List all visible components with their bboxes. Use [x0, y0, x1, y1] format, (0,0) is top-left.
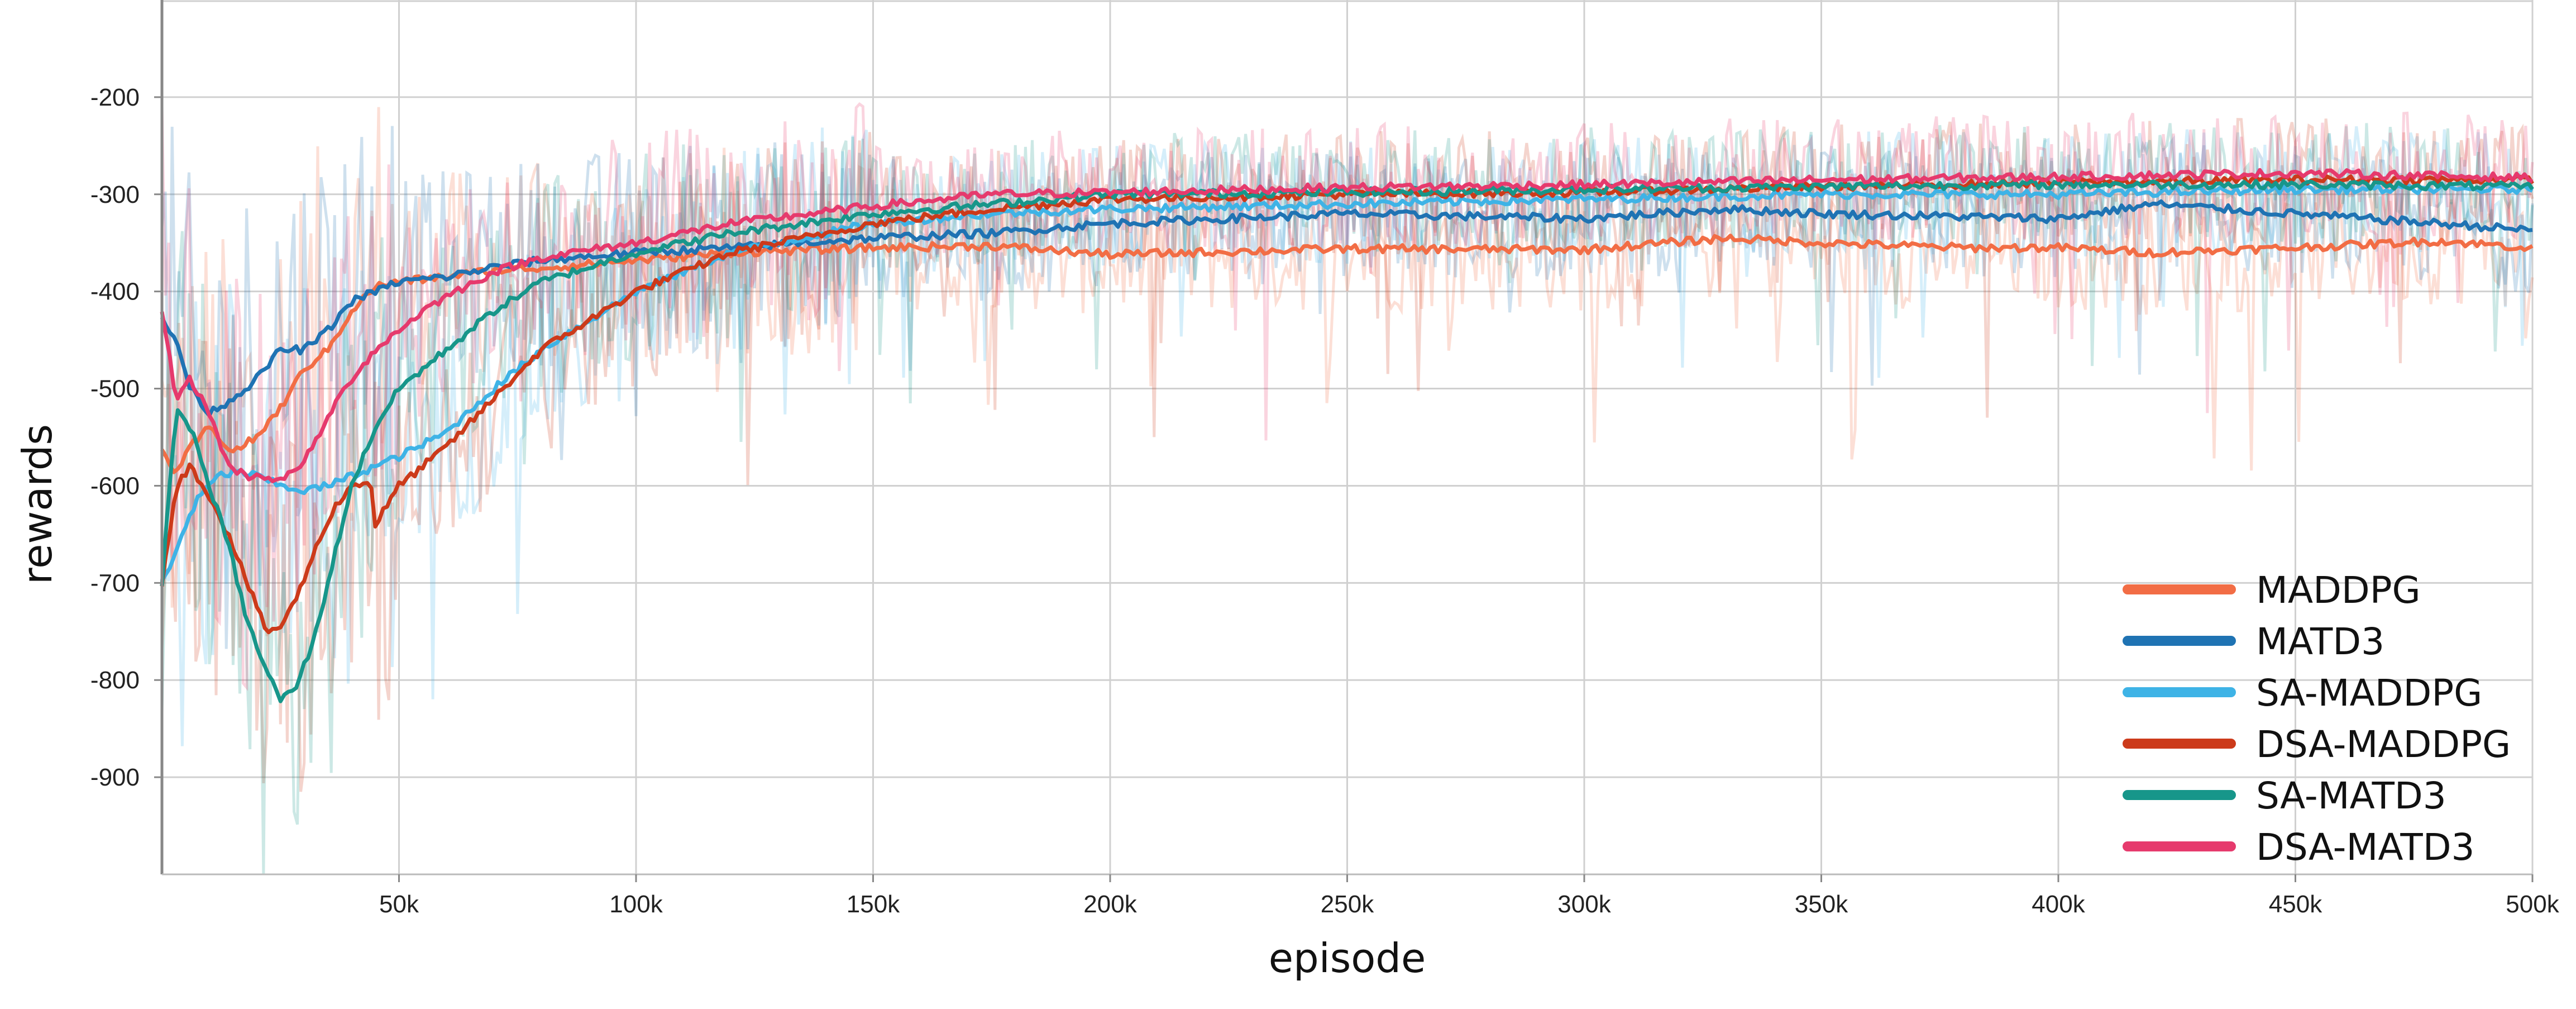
x-tick-label-3: 200k	[1083, 891, 1137, 918]
raw-trace-sa-matd3	[160, 123, 2534, 875]
x-tick-label-6: 350k	[1795, 891, 1848, 918]
grid-lines	[162, 0, 2534, 874]
x-tick-label-2: 150k	[847, 891, 900, 918]
y-tick-label-0: -200	[90, 84, 140, 111]
x-tick-label-4: 250k	[1321, 891, 1374, 918]
series-lines	[160, 168, 2534, 703]
x-tick-label-0: 50k	[379, 891, 419, 918]
y-tick-label-4: -600	[90, 472, 140, 499]
x-tick-label-1: 100k	[609, 891, 663, 918]
y-axis-title: rewards	[14, 424, 61, 584]
x-tick-label-7: 400k	[2032, 891, 2085, 918]
series-line-matd3	[160, 199, 2533, 418]
legend-label-dsa-matd3: DSA-MATD3	[2256, 826, 2475, 869]
legend-label-dsa-maddpg: DSA-MADDPG	[2256, 723, 2511, 766]
series-line-maddpg	[160, 234, 2534, 474]
x-tick-label-9: 500k	[2506, 891, 2559, 918]
x-tick-label-8: 450k	[2269, 891, 2322, 918]
series-line-dsa-matd3	[160, 168, 2534, 483]
y-tick-label-5: -700	[90, 569, 140, 597]
y-tick-label-7: -900	[90, 764, 140, 791]
x-axis-title: episode	[1269, 935, 1426, 982]
legend: MADDPG MATD3 SA-MADDPG DSA-MADDPG SA-MATD3 DS…	[2123, 569, 2511, 869]
legend-label-sa-maddpg: SA-MADDPG	[2256, 672, 2482, 715]
x-tick-label-5: 300k	[1557, 891, 1611, 918]
y-tick-label-2: -400	[90, 278, 140, 306]
y-tick-label-1: -300	[90, 181, 140, 208]
series-line-sa-matd3	[160, 179, 2534, 703]
legend-label-maddpg: MADDPG	[2256, 569, 2421, 612]
raw-trace-maddpg	[160, 107, 2534, 636]
series-line-sa-maddpg	[160, 183, 2534, 582]
y-tick-label-6: -800	[90, 667, 140, 694]
legend-label-matd3: MATD3	[2256, 620, 2384, 663]
tick-labels: -200 -300 -400 -500 -600 -700 -800 -900 50k 100k 1…	[90, 84, 2560, 918]
raw-trace-matd3	[160, 126, 2534, 649]
y-tick-label-3: -500	[90, 375, 140, 403]
legend-label-sa-matd3: SA-MATD3	[2256, 774, 2446, 817]
